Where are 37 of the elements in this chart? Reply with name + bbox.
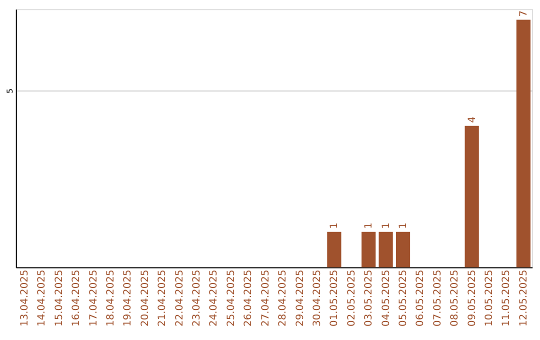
x-tick-label: 25.04.2025: [226, 270, 237, 326]
x-tick-label: 27.04.2025: [260, 270, 272, 326]
data-label: 1: [329, 222, 340, 229]
x-tick-label: 28.04.2025: [278, 270, 289, 326]
data-label: 1: [380, 222, 392, 229]
y-tick-label: 5: [5, 88, 14, 94]
x-tick-label: 16.04.2025: [71, 270, 82, 326]
x-tick-label: 07.05.2025: [432, 270, 444, 326]
x-tick-label: 12.05.2025: [518, 270, 530, 326]
x-tick-label: 26.04.2025: [243, 270, 254, 326]
x-tick-label: 29.04.2025: [294, 270, 306, 326]
x-tick-label: 22.04.2025: [174, 270, 186, 326]
data-label: 1: [364, 222, 375, 229]
x-tick-label: 08.05.2025: [450, 270, 461, 326]
x-tick-label: 23.04.2025: [192, 270, 203, 326]
x-tick-label: 15.04.2025: [54, 270, 65, 326]
x-tick-label: 20.04.2025: [140, 270, 151, 326]
x-tick-label: 30.04.2025: [312, 270, 323, 326]
x-tick-label: 05.05.2025: [398, 270, 409, 326]
x-tick-label: 02.05.2025: [346, 270, 358, 326]
x-tick-label: 14.04.2025: [36, 270, 48, 326]
x-tick-label: 24.04.2025: [208, 270, 220, 326]
x-tick-label: 03.05.2025: [364, 270, 375, 326]
x-tick-label: 11.05.2025: [501, 270, 512, 326]
x-tick-label: 19.04.2025: [122, 270, 134, 326]
x-tick-label: 10.05.2025: [484, 270, 496, 326]
x-tick-label: 17.04.2025: [88, 270, 100, 326]
x-tick-label: 13.04.2025: [19, 270, 30, 326]
x-tick-label: 18.04.2025: [105, 270, 116, 326]
data-label: 4: [466, 116, 478, 123]
x-tick-label: 01.05.2025: [329, 270, 340, 326]
data-label: 1: [398, 222, 409, 229]
x-tick-label: 09.05.2025: [466, 270, 478, 326]
x-tick-label: 04.05.2025: [380, 270, 392, 326]
x-tick-label: 21.04.2025: [157, 270, 168, 326]
x-tick-label: 06.05.2025: [415, 270, 426, 326]
data-label: 7: [518, 10, 530, 17]
